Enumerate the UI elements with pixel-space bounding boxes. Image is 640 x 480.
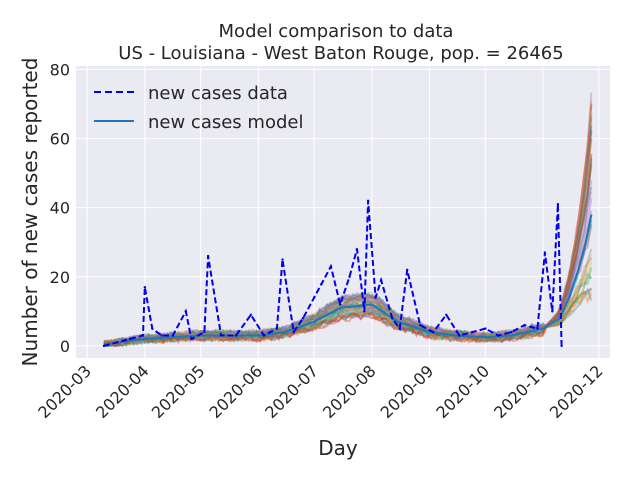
model-trajectory bbox=[103, 103, 593, 347]
data-point bbox=[234, 334, 238, 337]
y-tick-label: 0 bbox=[60, 337, 70, 356]
data-point bbox=[560, 344, 563, 348]
data-point bbox=[219, 334, 223, 337]
data-point bbox=[543, 251, 547, 254]
data-point bbox=[536, 327, 539, 330]
x-tick-label: 2020-08 bbox=[319, 361, 380, 422]
data-point bbox=[348, 275, 351, 278]
model-trajectory bbox=[103, 261, 593, 347]
y-axis-ticks: 0 20 40 60 80 bbox=[50, 60, 70, 355]
x-tick-label: 2020-10 bbox=[432, 361, 493, 422]
data-point bbox=[510, 330, 513, 334]
model-trajectory bbox=[103, 223, 593, 348]
chart-subtitle: US - Louisiana - West Baton Rouge, pop. … bbox=[118, 43, 563, 64]
model-trajectory bbox=[103, 114, 593, 347]
model-trajectory bbox=[103, 256, 593, 346]
model-trajectory bbox=[103, 219, 593, 347]
data-series-line bbox=[103, 200, 563, 347]
model-trajectory bbox=[103, 118, 593, 347]
x-tick-label: 2020-09 bbox=[377, 361, 438, 422]
model-trajectory bbox=[103, 158, 593, 347]
y-tick-label: 60 bbox=[50, 130, 70, 149]
data-point bbox=[523, 323, 526, 327]
y-tick-label: 40 bbox=[50, 199, 70, 218]
y-tick-label: 80 bbox=[50, 60, 70, 79]
x-axis-ticks: 2020-032020-042020-052020-062020-072020-… bbox=[34, 361, 606, 422]
data-point bbox=[366, 199, 370, 202]
data-point bbox=[206, 254, 210, 258]
data-point bbox=[458, 334, 461, 337]
data-point bbox=[379, 279, 383, 282]
legend-data-label: new cases data bbox=[148, 83, 288, 104]
model-trajectory bbox=[103, 257, 593, 346]
x-tick-label: 2020-06 bbox=[205, 361, 266, 422]
data-point bbox=[128, 337, 132, 341]
data-point bbox=[374, 296, 377, 299]
data-point bbox=[171, 334, 174, 337]
data-point bbox=[262, 334, 266, 337]
y-axis-label: Number of new cases reported bbox=[18, 58, 42, 367]
model-trajectory bbox=[103, 130, 593, 347]
data-point bbox=[471, 330, 474, 334]
data-point bbox=[249, 313, 253, 317]
series-layer bbox=[102, 199, 593, 348]
x-tick-label: 2020-05 bbox=[148, 361, 209, 422]
data-point bbox=[102, 344, 106, 348]
data-point bbox=[432, 330, 435, 334]
data-point bbox=[312, 296, 316, 299]
data-point bbox=[405, 268, 409, 272]
x-tick-label: 2020-07 bbox=[261, 361, 322, 422]
data-point bbox=[355, 247, 359, 251]
model-trajectory bbox=[103, 163, 593, 348]
model-trajectory bbox=[103, 164, 593, 347]
grid bbox=[76, 66, 610, 358]
data-point bbox=[339, 303, 342, 306]
data-point bbox=[184, 310, 187, 313]
model-trajectory bbox=[103, 138, 593, 347]
model-trajectory bbox=[103, 104, 593, 348]
data-point bbox=[141, 334, 145, 337]
model-trajectory bbox=[103, 153, 593, 345]
model-series-line bbox=[103, 214, 593, 346]
data-point bbox=[398, 327, 401, 330]
data-point bbox=[275, 327, 279, 330]
data-point bbox=[301, 317, 305, 320]
data-point bbox=[281, 258, 284, 261]
data-point bbox=[203, 330, 206, 334]
x-axis-label: Day bbox=[318, 436, 358, 460]
data-point bbox=[320, 282, 323, 285]
data-point bbox=[115, 341, 119, 344]
data-point bbox=[143, 285, 147, 289]
data-point bbox=[160, 334, 163, 337]
x-tick-label: 2020-03 bbox=[34, 361, 95, 422]
model-trajectory bbox=[103, 248, 593, 347]
data-point bbox=[190, 337, 193, 341]
data-point bbox=[329, 265, 333, 268]
data-point bbox=[292, 330, 295, 334]
data-point bbox=[551, 310, 554, 313]
y-tick-label: 20 bbox=[50, 268, 70, 287]
legend-model-label: new cases model bbox=[148, 112, 303, 133]
legend: new cases data new cases model bbox=[94, 83, 303, 133]
data-point bbox=[445, 313, 448, 317]
model-trajectory bbox=[103, 214, 593, 347]
model-trajectory bbox=[103, 158, 593, 347]
x-tick-label: 2020-11 bbox=[490, 361, 551, 422]
x-tick-label: 2020-12 bbox=[546, 361, 607, 422]
x-tick-label: 2020-04 bbox=[92, 361, 153, 422]
data-point bbox=[151, 327, 154, 330]
data-point bbox=[484, 327, 487, 330]
model-trajectory bbox=[103, 155, 593, 347]
data-point bbox=[363, 310, 366, 313]
model-trajectory bbox=[103, 291, 593, 347]
data-point bbox=[391, 317, 394, 320]
data-point bbox=[419, 323, 422, 327]
data-point bbox=[497, 334, 500, 337]
plot-area bbox=[76, 66, 610, 358]
chart-title: Model comparison to data bbox=[219, 21, 454, 42]
data-point bbox=[556, 203, 560, 206]
